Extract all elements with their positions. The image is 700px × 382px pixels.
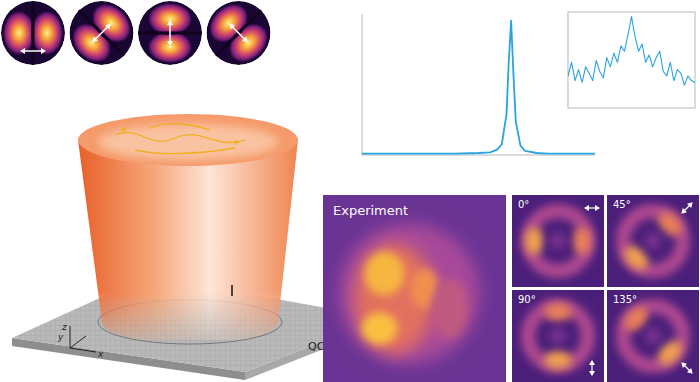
polarization-arrow [167, 20, 173, 46]
far-field-image [607, 195, 699, 287]
far-field-background [607, 195, 699, 287]
beam-top [78, 114, 298, 166]
mode-lobes [56, 0, 147, 78]
axis-z [70, 326, 71, 348]
arrow-shaft [94, 26, 108, 40]
spectrum-chart [362, 14, 595, 155]
blob [340, 224, 480, 364]
arrow-head [687, 200, 695, 208]
far-field-background [512, 290, 604, 382]
far-field-pattern [528, 303, 588, 369]
mode-lobes [193, 0, 284, 78]
far-field-background [607, 290, 699, 382]
beam-body [78, 140, 298, 344]
arrow-head [584, 205, 589, 211]
coordinate-axes: x yz [57, 322, 104, 359]
arrow-head [227, 22, 235, 30]
blob [642, 230, 665, 253]
arrow-head [167, 41, 173, 46]
blob [432, 279, 468, 339]
node-line [214, 9, 262, 57]
axis-letter: y [57, 332, 64, 342]
far-field-pattern [340, 224, 480, 364]
polarization-arrow [584, 205, 600, 211]
arrow-head [242, 37, 250, 45]
spectrum-line [568, 17, 695, 86]
arrow-head [105, 22, 113, 30]
ring [611, 294, 696, 379]
panel-label: 90° [518, 294, 536, 305]
far-field-pattern [608, 291, 697, 380]
figure: QCL chipxyzExperiment0°45°90°135° [0, 0, 700, 382]
mode-image [136, 1, 204, 65]
panel-label: Experiment [333, 203, 408, 218]
axis-letter: z [61, 322, 67, 332]
arrow-head [167, 20, 173, 25]
contact-wire [231, 285, 233, 296]
blob [362, 313, 398, 345]
mode-image [56, 0, 147, 78]
axis-letter: x [97, 349, 104, 359]
mode-lobe [31, 11, 63, 55]
laser-beam [78, 140, 298, 344]
spectrum-line [362, 21, 595, 154]
blob [365, 252, 405, 296]
blob [550, 328, 566, 344]
beam-top-glow [98, 124, 278, 160]
mode-lobe [3, 11, 35, 55]
far-field-image [512, 290, 604, 382]
panel-label: 0° [518, 199, 529, 210]
polarization-arrow [679, 200, 695, 216]
mode-lobes [136, 3, 204, 63]
far-field-background [512, 195, 604, 287]
axis-y [70, 336, 86, 348]
arrow-head [20, 48, 25, 54]
polarization-arrow [679, 360, 695, 376]
blob [573, 227, 591, 255]
polarization-arrow [20, 48, 46, 54]
arrow-shaft [169, 23, 171, 43]
blob [544, 303, 572, 321]
arrow-head [687, 368, 695, 376]
far-field-image [512, 195, 604, 287]
far-field-pattern [608, 196, 697, 285]
blob [642, 325, 665, 348]
far-field-background [323, 195, 506, 382]
polarization-arrow [589, 360, 595, 376]
ring [611, 199, 696, 284]
arrow-shaft [231, 26, 245, 40]
mode-image [1, 0, 65, 67]
blob [550, 233, 566, 249]
arrow-shaft [23, 50, 43, 52]
inset-frame [568, 12, 695, 108]
arrow-head [679, 360, 687, 368]
mode-lobes [3, 0, 63, 67]
far-field-image [607, 290, 699, 382]
panel-label: 45° [613, 199, 631, 210]
arrow-head [90, 37, 98, 45]
blob [544, 351, 572, 369]
arrow-head [589, 360, 595, 365]
spectrum-chart [568, 12, 695, 108]
arrow-head [679, 208, 687, 216]
panel-label: 135° [613, 294, 637, 305]
y-axis-line [362, 14, 363, 155]
plot-area [568, 17, 695, 86]
polarization-arrow [90, 22, 113, 45]
node-line [77, 9, 125, 57]
node-line [32, 0, 35, 67]
x-axis-line [362, 155, 595, 156]
axis-x [70, 348, 96, 352]
far-field-image [323, 195, 506, 382]
arrow-head [589, 371, 595, 376]
arrow-head [595, 205, 600, 211]
mode-image [193, 0, 284, 78]
polarization-arrow [227, 22, 250, 45]
far-field-pattern [525, 211, 591, 271]
plot-area [362, 21, 595, 154]
field-lines [115, 124, 245, 154]
field-arrows [120, 127, 240, 145]
arrow-head [41, 48, 46, 54]
blob [525, 227, 543, 255]
